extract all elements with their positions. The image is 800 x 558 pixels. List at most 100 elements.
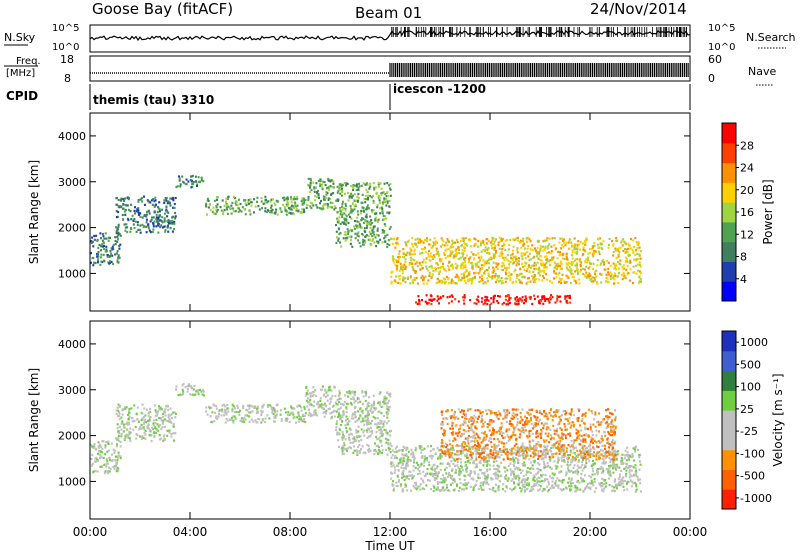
scatter-point — [594, 473, 596, 475]
scatter-point — [633, 459, 635, 461]
scatter-point — [592, 246, 594, 248]
scatter-point — [361, 428, 363, 430]
scatter-point — [463, 303, 465, 305]
scatter-point — [526, 251, 528, 253]
scatter-point — [483, 272, 485, 274]
scatter-point — [629, 469, 631, 471]
scatter-point — [135, 426, 137, 428]
scatter-point — [512, 250, 514, 252]
scatter-point — [442, 295, 444, 297]
scatter-point — [396, 451, 398, 453]
scatter-point — [342, 209, 344, 211]
scatter-point — [351, 229, 353, 231]
scatter-point — [167, 430, 169, 432]
scatter-point — [488, 273, 490, 275]
scatter-point — [617, 450, 619, 452]
scatter-point — [440, 478, 442, 480]
scatter-point — [506, 469, 508, 471]
scatter-point — [430, 260, 432, 262]
scatter-point — [368, 207, 370, 209]
scatter-point — [394, 466, 396, 468]
scatter-point — [116, 470, 118, 472]
scatter-point — [363, 395, 365, 397]
scatter-point — [256, 197, 258, 199]
scatter-point — [165, 209, 167, 211]
scatter-point — [332, 406, 334, 408]
scatter-point — [222, 199, 224, 201]
scatter-point — [339, 392, 341, 394]
scatter-point — [154, 220, 156, 222]
scatter-point — [403, 470, 405, 472]
scatter-point — [118, 452, 120, 454]
scatter-point — [359, 414, 361, 416]
scatter-point — [227, 410, 229, 412]
scatter-point — [363, 435, 365, 437]
scatter-point — [579, 283, 581, 285]
scatter-point — [153, 225, 155, 227]
scatter-point — [375, 436, 377, 438]
scatter-point — [118, 257, 120, 259]
scatter-point — [388, 400, 390, 402]
scatter-point — [572, 482, 574, 484]
scatter-point — [334, 205, 336, 207]
scatter-point — [576, 253, 578, 255]
scatter-point — [141, 424, 143, 426]
scatter-point — [426, 239, 428, 241]
scatter-point — [257, 418, 259, 420]
scatter-point — [501, 245, 503, 247]
scatter-point — [373, 182, 375, 184]
scatter-point — [511, 480, 513, 482]
scatter-point — [537, 247, 539, 249]
scatter-point — [286, 420, 288, 422]
scatter-point — [130, 218, 132, 220]
scatter-point — [551, 250, 553, 252]
scatter-point — [95, 448, 97, 450]
scatter-point — [397, 282, 399, 284]
scatter-point — [249, 411, 251, 413]
scatter-point — [263, 404, 265, 406]
scatter-point — [458, 247, 460, 249]
scatter-point — [339, 208, 341, 210]
scatter-point — [178, 394, 180, 396]
scatter-point — [416, 462, 418, 464]
scatter-point — [471, 264, 473, 266]
scatter-point — [489, 464, 491, 466]
scatter-point — [338, 395, 340, 397]
scatter-point — [198, 176, 200, 178]
scatter-point — [338, 227, 340, 229]
scatter-point — [301, 200, 303, 202]
scatter-point — [161, 419, 163, 421]
scatter-point — [392, 454, 394, 456]
scatter-point — [311, 189, 313, 191]
scatter-point — [632, 249, 634, 251]
scatter-point — [531, 265, 533, 267]
scatter-point — [543, 272, 545, 274]
scatter-point — [486, 249, 488, 251]
scatter-point — [360, 439, 362, 441]
scatter-point — [587, 253, 589, 255]
scatter-point — [260, 421, 262, 423]
scatter-point — [310, 395, 312, 397]
scatter-point — [373, 241, 375, 243]
scatter-point — [603, 263, 605, 265]
scatter-point — [164, 418, 166, 420]
scatter-point — [518, 260, 520, 262]
scatter-point — [439, 267, 441, 269]
scatter-point — [141, 427, 143, 429]
scatter-point — [574, 246, 576, 248]
scatter-point — [611, 485, 613, 487]
scatter-point — [409, 282, 411, 284]
scatter-point — [494, 275, 496, 277]
scatter-point — [566, 300, 568, 302]
scatter-point — [359, 452, 361, 454]
scatter-point — [106, 451, 108, 453]
scatter-point — [194, 394, 196, 396]
scatter-point — [515, 281, 517, 283]
scatter-point — [637, 243, 639, 245]
scatter-point — [386, 234, 388, 236]
scatter-point — [234, 415, 236, 417]
scatter-point — [245, 418, 247, 420]
scatter-point — [377, 402, 379, 404]
scatter-point — [392, 243, 394, 245]
scatter-point — [225, 413, 227, 415]
